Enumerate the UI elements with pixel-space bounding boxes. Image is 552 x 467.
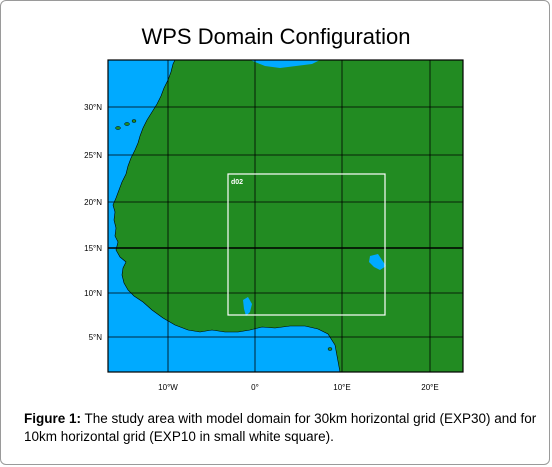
caption-text: The study area with model domain for 30k… bbox=[24, 411, 537, 444]
lon-label: 10°W bbox=[158, 383, 178, 392]
lon-label: 0° bbox=[251, 383, 259, 392]
map-title: WPS Domain Configuration bbox=[141, 24, 411, 49]
lat-label: 10°N bbox=[84, 289, 102, 298]
island bbox=[131, 119, 137, 123]
lake-chad bbox=[369, 254, 386, 270]
lon-label: 10°E bbox=[333, 383, 350, 392]
island bbox=[124, 122, 130, 126]
caption-label: Figure 1: bbox=[24, 411, 82, 426]
lat-label: 20°N bbox=[84, 198, 102, 207]
figure-caption: Figure 1: The study area with model doma… bbox=[24, 410, 544, 446]
coastline bbox=[112, 60, 341, 372]
lon-label: 20°E bbox=[421, 383, 438, 392]
lake-volta bbox=[243, 297, 252, 316]
land-africa bbox=[113, 60, 463, 372]
sea-north bbox=[250, 60, 320, 68]
graticule bbox=[108, 60, 463, 372]
lat-label: 25°N bbox=[84, 151, 102, 160]
map-border bbox=[107, 59, 464, 373]
island bbox=[115, 126, 121, 130]
island bbox=[327, 347, 333, 351]
lat-label: 30°N bbox=[84, 103, 102, 112]
inner-domain-label: d02 bbox=[231, 179, 243, 186]
lat-label: 5°N bbox=[89, 333, 103, 342]
lat-label: 15°N bbox=[84, 244, 102, 253]
inner-domain-box bbox=[227, 173, 386, 316]
